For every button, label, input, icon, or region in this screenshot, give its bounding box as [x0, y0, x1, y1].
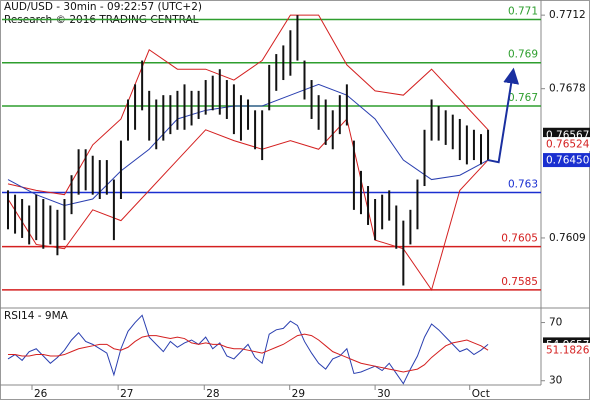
x-tick-label: 27 [120, 388, 133, 400]
chart-title: AUD/USD - 30min - 09:22:57 (UTC+2) [4, 1, 202, 13]
y-tick-label: 0.7712 [549, 9, 586, 21]
value-tag-box [543, 342, 590, 357]
rsi-title: RSI14 - 9MA [4, 310, 69, 322]
y-tick-label: 70 [549, 317, 562, 329]
value-tag: 0.76524 [546, 139, 590, 151]
x-tick-label: 29 [292, 388, 305, 400]
y-tick-label: 30 [549, 375, 562, 387]
bollinger-band [7, 117, 489, 292]
value-tag: 51.1826 [546, 344, 590, 356]
level-label: 0.771 [508, 5, 538, 17]
bollinger-band [7, 14, 489, 196]
x-tick-label: 28 [206, 388, 219, 400]
value-tag-box [543, 137, 590, 152]
y-tick-label: 0.7609 [549, 232, 586, 244]
level-label: 0.767 [508, 92, 538, 104]
projection-arrow [487, 67, 520, 164]
rsi-line [7, 314, 489, 385]
level-label: 0.7605 [501, 233, 538, 245]
value-tag: 0.76450 [546, 155, 589, 167]
x-tick-label: Oct [472, 388, 490, 400]
level-label: 0.769 [508, 49, 538, 61]
x-tick-label: 26 [34, 388, 48, 400]
level-label: 0.7585 [501, 276, 538, 288]
level-label: 0.763 [508, 179, 538, 191]
x-tick-label: 30 [377, 388, 390, 400]
value-tag-box [543, 153, 590, 168]
rsi-line [8, 333, 489, 373]
y-tick-label: 0.7678 [549, 83, 586, 95]
